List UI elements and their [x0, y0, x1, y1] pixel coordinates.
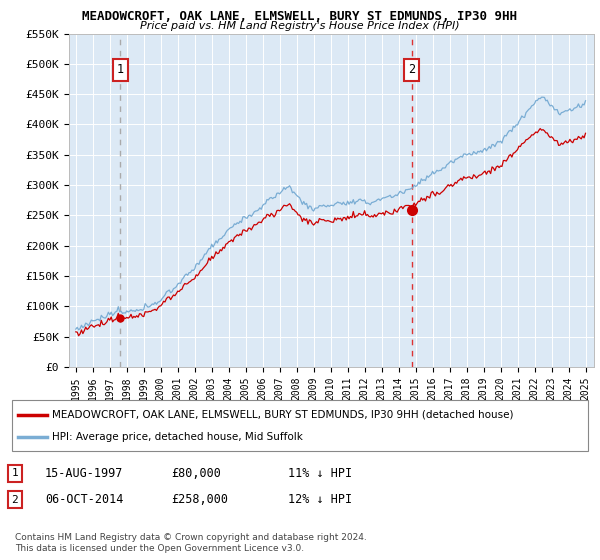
- Text: £258,000: £258,000: [171, 493, 228, 506]
- Text: MEADOWCROFT, OAK LANE, ELMSWELL, BURY ST EDMUNDS, IP30 9HH (detached house): MEADOWCROFT, OAK LANE, ELMSWELL, BURY ST…: [52, 409, 514, 419]
- Text: 15-AUG-1997: 15-AUG-1997: [45, 466, 124, 480]
- Text: 2: 2: [11, 494, 19, 505]
- Text: 12% ↓ HPI: 12% ↓ HPI: [288, 493, 352, 506]
- Text: 1: 1: [117, 63, 124, 77]
- Text: 06-OCT-2014: 06-OCT-2014: [45, 493, 124, 506]
- Text: MEADOWCROFT, OAK LANE, ELMSWELL, BURY ST EDMUNDS, IP30 9HH: MEADOWCROFT, OAK LANE, ELMSWELL, BURY ST…: [83, 10, 517, 23]
- Text: £80,000: £80,000: [171, 466, 221, 480]
- Text: HPI: Average price, detached house, Mid Suffolk: HPI: Average price, detached house, Mid …: [52, 432, 303, 442]
- Text: 11% ↓ HPI: 11% ↓ HPI: [288, 466, 352, 480]
- Text: 1: 1: [11, 468, 19, 478]
- FancyBboxPatch shape: [12, 400, 588, 451]
- Text: Contains HM Land Registry data © Crown copyright and database right 2024.
This d: Contains HM Land Registry data © Crown c…: [15, 533, 367, 553]
- Text: Price paid vs. HM Land Registry's House Price Index (HPI): Price paid vs. HM Land Registry's House …: [140, 21, 460, 31]
- Text: 2: 2: [408, 63, 415, 77]
